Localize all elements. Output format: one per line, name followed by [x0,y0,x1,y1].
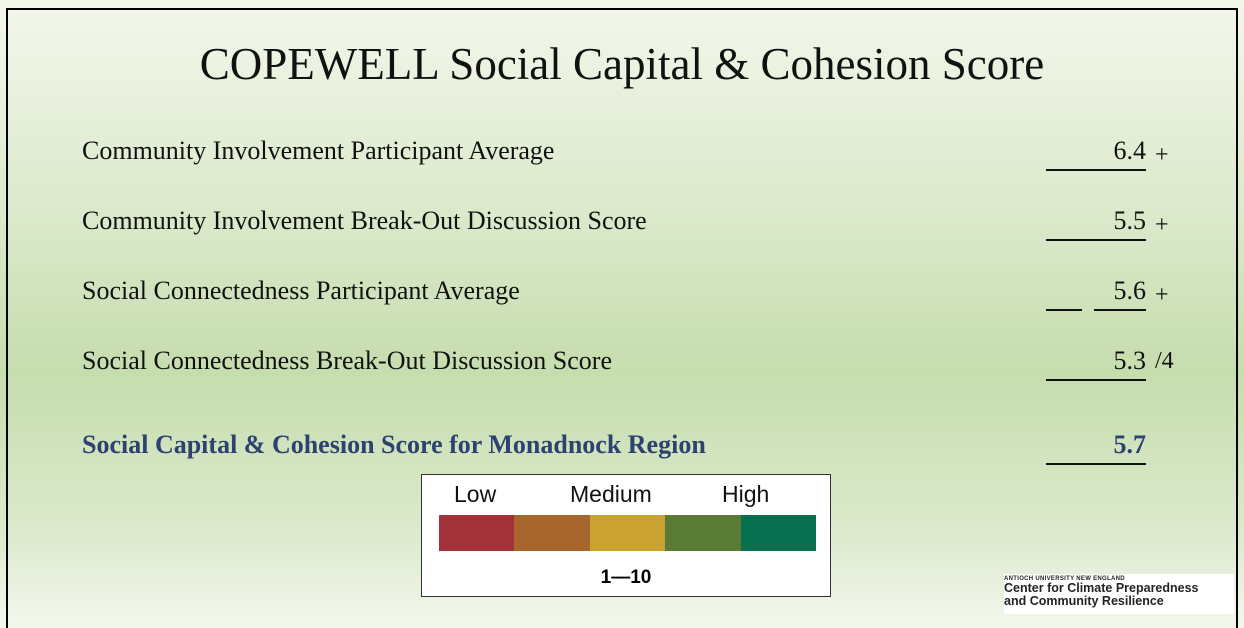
score-value: 5.5 [1113,206,1147,235]
legend-swatch [740,515,816,551]
legend-high: High [722,481,770,507]
legend-medium: Medium [570,481,652,507]
underline [1046,239,1146,241]
logo-center: and Community Resilience [1004,594,1164,608]
score-suffix: + [1155,282,1169,308]
score-legend: Low Medium High 1—10 [421,474,831,597]
legend-low: Low [454,481,497,507]
score-suffix: + [1155,212,1169,238]
legend-swatch [439,515,515,551]
legend-swatch [665,515,741,551]
score-suffix: + [1155,142,1169,168]
score-label: Social Connectedness Participant Average [82,276,520,305]
legend-swatch [514,515,590,551]
slide-title: COPEWELL Social Capital & Cohesion Score [199,39,1045,89]
slide-frame [6,8,1238,628]
underline [1094,309,1146,311]
legend-swatch [589,515,666,551]
underline [1046,463,1146,465]
summary-value: 5.7 [1113,430,1147,459]
score-label: Community Involvement Break-Out Discussi… [82,206,647,235]
summary-label: Social Capital & Cohesion Score for Mona… [82,430,706,459]
logo-center: Center for Climate Preparedness [1004,581,1199,595]
underline [1046,169,1146,171]
underline [1046,379,1146,381]
score-value: 6.4 [1113,136,1147,165]
score-label: Community Involvement Participant Averag… [82,136,555,165]
score-value: 5.6 [1113,276,1147,305]
score-suffix: /4 [1155,348,1174,374]
legend-scale: 1—10 [600,567,652,588]
underline [1046,309,1082,311]
logo: ANTIOCH UNIVERSITY NEW ENGLAND Center fo… [1004,574,1234,614]
score-label: Social Connectedness Break-Out Discussio… [82,346,613,375]
logo-university: ANTIOCH UNIVERSITY NEW ENGLAND [1004,576,1125,582]
score-value: 5.3 [1113,346,1147,375]
